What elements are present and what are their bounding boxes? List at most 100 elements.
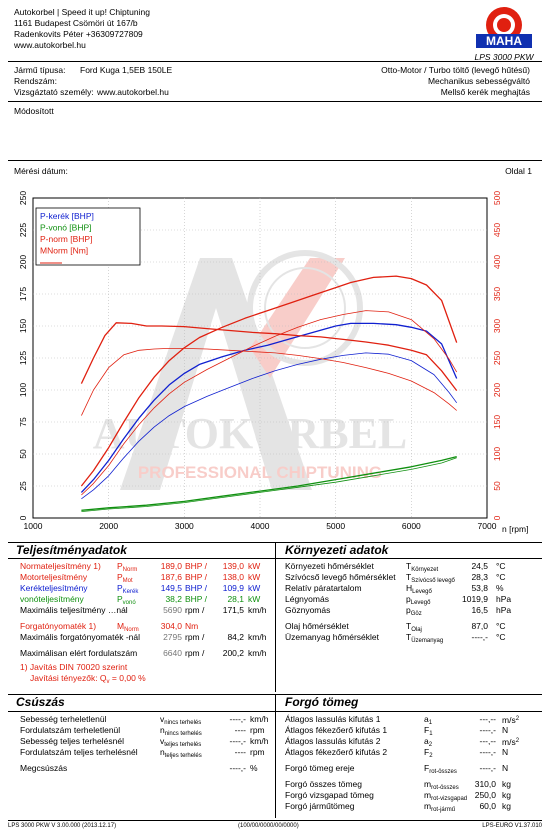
y-right-tick-label: 150 (492, 415, 502, 429)
slip-value: ----,- (229, 763, 246, 773)
env-symbol: TSzívócső levegő (406, 572, 455, 584)
x-tick-label: 6000 (402, 521, 421, 531)
logo-brand: MAHA (486, 34, 522, 48)
company-block: Autokorbel | Speed it up! Chiptuning 116… (14, 7, 150, 51)
perf-label: Maximálisan elért fordulatszám (20, 648, 138, 658)
perf-label: Kerékteljesítmény (20, 583, 88, 593)
mass-label: Forgó járműtömeg (285, 801, 355, 811)
perf-value-2: 139,0 (222, 561, 244, 571)
slip-value: ---- (234, 747, 246, 757)
x-tick-label: 1000 (24, 521, 43, 531)
mass-symbol: F1 (424, 725, 433, 737)
x-tick-label: 7000 (478, 521, 497, 531)
y-right-tick-label: 450 (492, 223, 502, 237)
mass-symbol: mrot-vizsgapad (424, 790, 468, 802)
modified-label: Módosított (14, 106, 54, 116)
y-left-tick-label: 100 (18, 383, 28, 397)
mass-unit: kg (502, 801, 511, 811)
environment-title: Környezeti adatok (285, 543, 389, 557)
perf-label: Forgatónyomaték 1) (20, 621, 97, 631)
footer-left: LPS 3000 PKW V 3.00.000 (2013.12.17) (8, 823, 117, 829)
mass-label: Átlagos lassulás kifutás 2 (285, 736, 381, 746)
perf-value-2: 171,5 (222, 605, 244, 615)
env-value: ----,- (471, 632, 488, 642)
perf-unit-1: rpm / (185, 648, 205, 658)
slip-label: Megcsúszás (20, 763, 68, 773)
env-symbol: TOlaj (406, 621, 422, 633)
env-unit: % (496, 583, 504, 593)
perf-unit-1: BHP / (185, 583, 208, 593)
y-right-tick-label: 100 (492, 447, 502, 461)
env-symbol: TÜzemanyag (406, 632, 444, 644)
slip-unit: rpm (250, 747, 265, 757)
env-label: Környezeti hőmérséklet (285, 561, 374, 571)
slip-unit: km/h (250, 714, 269, 724)
perf-symbol: PKerék (117, 583, 139, 595)
x-tick-label: 5000 (326, 521, 345, 531)
mass-symbol: a1 (424, 714, 433, 726)
perf-value-1: 5690 (163, 605, 182, 615)
company-line: Radenkovits Péter +36309727809 (14, 29, 143, 39)
series-line (80, 322, 458, 493)
watermark-text-2: PROFESSIONAL CHIPTUNING (138, 463, 382, 482)
env-unit: hPa (496, 594, 512, 604)
vehicle-type-value: Ford Kuga 1,5EB 150LE (80, 65, 173, 75)
mass-label: Átlagos fékezőerő kifutás 2 (285, 747, 388, 757)
perf-unit-2: kW (248, 594, 261, 604)
mass-title: Forgó tömeg (285, 695, 359, 709)
perf-symbol: Pvonó (117, 594, 136, 606)
mass-unit: N (502, 725, 509, 735)
env-symbol: TKörnyezet (406, 561, 439, 573)
perf-unit-1: rpm / (185, 605, 205, 615)
legend-entry: P-kerék [BHP] (40, 211, 94, 221)
performance-title: Teljesítményadatok (16, 543, 127, 557)
mass-unit: kg (502, 790, 511, 800)
env-label: Légnyomás (285, 594, 329, 604)
y-right-tick-label: 50 (492, 481, 502, 491)
perf-value-2: 138,0 (222, 572, 244, 582)
env-symbol: HLevegő (406, 583, 432, 595)
env-value: 87,0 (471, 621, 488, 631)
company-line: Autokorbel | Speed it up! Chiptuning (14, 7, 150, 17)
x-tick-label: 2000 (99, 521, 118, 531)
mass-label: Forgó összes tömeg (285, 779, 363, 789)
perf-unit-2: kW (248, 572, 261, 582)
maha-logo: MAHA LPS 3000 PKW (466, 4, 542, 64)
footer-center: (100/00/0000/00/0000) (238, 823, 299, 829)
perf-value-2: 200,2 (222, 648, 244, 658)
perf-unit-1: BHP / (185, 561, 208, 571)
vehicle-type-label: Jármű típusa: (14, 65, 66, 75)
din-note: 1) Javítás DIN 70020 szerint (20, 662, 128, 672)
slip-label: Sebesség teljes terhelésnél (20, 736, 124, 746)
mass-value: 310,0 (474, 779, 496, 789)
factor-sub: v (106, 679, 110, 685)
perf-label: vonóteljesítmény (20, 594, 84, 604)
mass-value: ----,- (479, 747, 496, 757)
tester-label: Vizsgáztató személy: (14, 87, 94, 97)
y-right-tick-label: 200 (492, 383, 502, 397)
slip-symbol: nteljes terhelés (160, 747, 202, 759)
perf-value-1: 189,0 (160, 561, 182, 571)
env-value: 16,5 (471, 605, 488, 615)
y-left-tick-label: 250 (18, 191, 28, 205)
env-label: Üzemanyag hőmérséklet (285, 632, 380, 642)
y-left-tick-label: 125 (18, 351, 28, 365)
env-symbol: pLevegő (406, 594, 431, 606)
perf-label: Maximális teljesítmény …nál (20, 605, 128, 615)
mass-unit: N (502, 747, 509, 757)
env-value: 24,5 (471, 561, 488, 571)
series-line (81, 347, 457, 416)
perf-value-1: 187,6 (160, 572, 182, 582)
slip-value: ----,- (229, 736, 246, 746)
perf-value-2: 84,2 (227, 632, 244, 642)
perf-symbol: PNorm (117, 561, 138, 573)
correction-factor: Javítási tényezők: Qv = 0,00 % (30, 673, 146, 685)
y-right-tick-label: 0 (492, 515, 502, 520)
gearbox: Mechanikus sebességváltó (427, 76, 530, 86)
mass-label: Átlagos lassulás kifutás 1 (285, 714, 381, 724)
page-number: Oldal 1 (505, 166, 532, 176)
company-line: www.autokorbel.hu (14, 40, 86, 50)
mass-unit: kg (502, 779, 511, 789)
y-right-tick-label: 400 (492, 255, 502, 269)
series-line (80, 322, 458, 391)
